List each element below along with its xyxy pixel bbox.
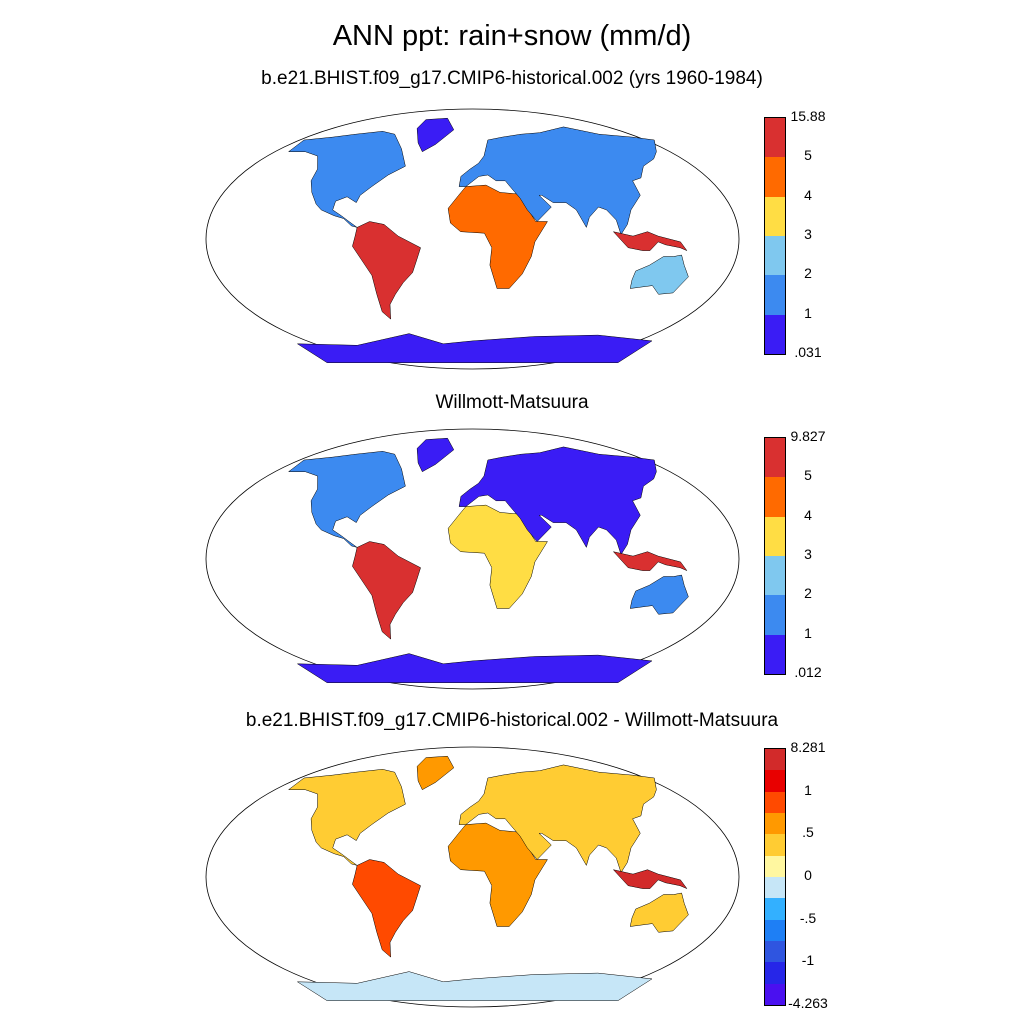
colorbar-swatch [765,555,785,596]
panel-1-map [205,108,740,370]
antarctica-region [296,971,653,1001]
colorbar-label: 1 [804,304,812,321]
south-america-region [352,541,421,640]
colorbar-label: 1 [804,624,812,641]
colorbar-swatch [765,876,785,899]
panel-2-colorbar [764,437,786,675]
colorbar-label: 8.281 [790,739,826,755]
colorbar-label: 4 [804,506,812,523]
colorbar-swatch [765,834,785,856]
africa-region [447,504,548,609]
colorbar-label: -1 [801,952,815,969]
colorbar-label: 5 [804,147,812,164]
colorbar-label: 1 [804,781,812,798]
greenland-region [416,117,455,153]
australia-region [629,574,689,615]
colorbar-swatch [765,595,785,635]
colorbar-swatch [765,196,785,236]
antarctica-region [296,333,653,363]
panel-3-subtitle: b.e21.BHIST.f09_g17.CMIP6-historical.002… [245,710,779,731]
north-america-region [287,769,406,866]
colorbar-label: 9.827 [790,428,826,444]
colorbar-label: -.5 [799,909,817,926]
colorbar-swatch [765,898,785,920]
indonesia-region [612,231,688,252]
colorbar-swatch [765,477,785,517]
figure-title: ANN ppt: rain+snow (mm/d) [332,20,692,52]
indonesia-region [612,551,688,572]
australia-region [629,254,689,295]
colorbar-swatch [765,812,785,835]
africa-region [447,184,548,289]
panel-1-subtitle: b.e21.BHIST.f09_g17.CMIP6-historical.002… [261,68,763,89]
greenland-region [416,437,455,473]
colorbar-swatch [765,275,785,315]
north-america-region [287,131,406,228]
colorbar-label: 4 [804,186,812,203]
colorbar-label: -4.263 [788,995,828,1011]
colorbar-swatch [765,770,785,792]
colorbar-label: .031 [794,344,822,360]
panel-2-subtitle: Willmott-Matsuura [435,392,589,413]
colorbar-label: 0 [804,867,812,883]
australia-region [629,892,689,933]
south-america-region [352,859,421,958]
greenland-region [416,755,455,791]
colorbar-swatch [765,314,785,354]
indonesia-region [612,869,688,890]
colorbar-label: .5 [802,824,814,841]
colorbar-label: .012 [794,664,822,680]
colorbar-label: 15.88 [790,108,826,124]
south-america-region [352,221,421,320]
colorbar-label: 2 [804,585,812,602]
colorbar-swatch [765,235,785,276]
panel-3-colorbar [764,748,786,1006]
colorbar-label: 2 [804,265,812,282]
panel-2-map [205,428,740,690]
colorbar-label: 3 [804,226,812,242]
panel-3-map [205,746,740,1008]
colorbar-label: 3 [804,546,812,562]
north-america-region [287,451,406,548]
colorbar-swatch [765,749,785,771]
colorbar-swatch [765,962,785,984]
panel-1-colorbar [764,117,786,355]
colorbar-label: 5 [804,467,812,484]
colorbar-swatch [765,157,785,197]
colorbar-swatch [765,855,785,877]
colorbar-swatch [765,919,785,941]
colorbar-swatch [765,438,785,478]
colorbar-swatch [765,118,785,158]
colorbar-swatch [765,634,785,674]
colorbar-swatch [765,791,785,813]
colorbar-swatch [765,940,785,963]
antarctica-region [296,653,653,683]
colorbar-swatch [765,983,785,1005]
africa-region [447,822,548,927]
colorbar-swatch [765,516,785,556]
